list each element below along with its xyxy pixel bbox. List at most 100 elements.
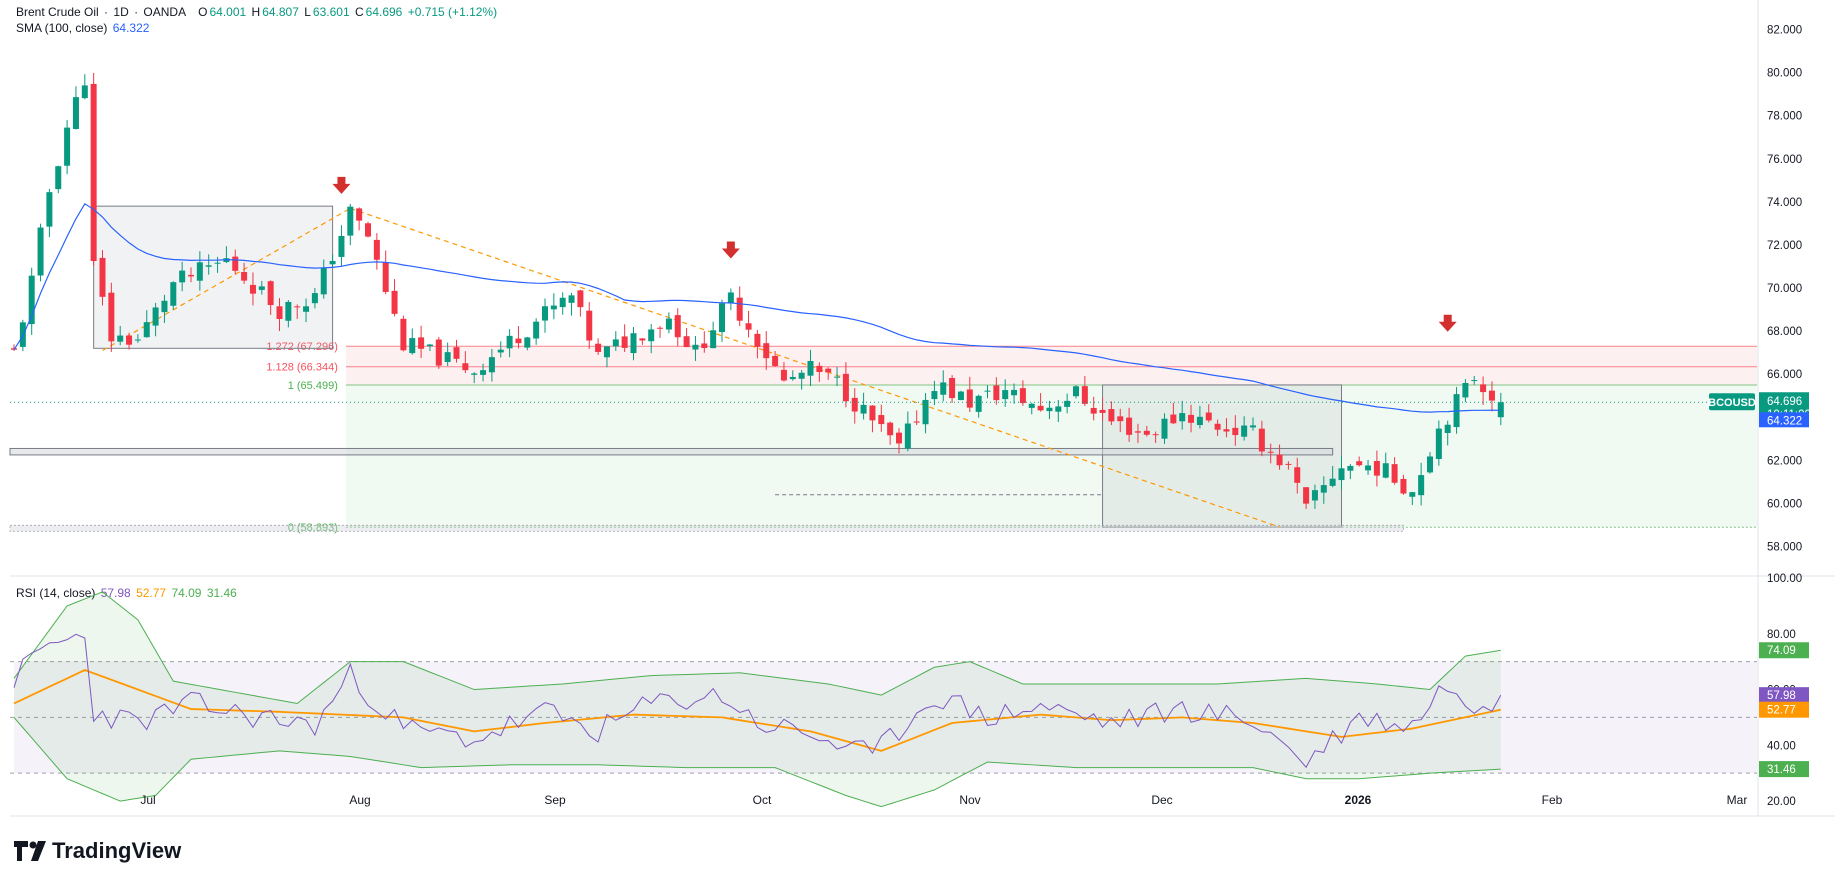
high-value: 64.807 — [262, 5, 299, 19]
candle-body — [595, 343, 602, 352]
candle-body — [1161, 418, 1168, 439]
bb-upper-line — [13, 591, 1501, 705]
rsi-badge-label: 57.98 — [1767, 690, 1796, 702]
close-label: C — [354, 5, 364, 19]
candle-body — [179, 270, 186, 283]
time-axis-label: Oct — [753, 793, 772, 807]
candle-body — [922, 399, 929, 425]
candle-body — [294, 306, 301, 308]
price-axis-label: 82.000 — [1767, 25, 1802, 37]
candle-body — [1046, 407, 1053, 412]
candle-body — [869, 405, 876, 421]
exchange: OANDA — [143, 5, 187, 19]
candle-body — [152, 307, 159, 326]
candle-body — [1435, 428, 1442, 459]
open-value: 64.001 — [209, 5, 247, 19]
candle-body — [550, 305, 557, 310]
candle-body — [1427, 456, 1433, 473]
candle-body — [1471, 380, 1478, 382]
candle-body — [391, 290, 398, 314]
candle-body — [1108, 409, 1115, 422]
candle-body — [559, 297, 566, 308]
candle-body — [763, 343, 770, 359]
candle-body — [621, 336, 628, 348]
candle-body — [1382, 463, 1389, 478]
candle-body — [426, 344, 433, 347]
candle-body — [780, 369, 787, 381]
candle-body — [692, 344, 699, 350]
time-axis-label: Mar — [1727, 793, 1748, 807]
candle-body — [860, 404, 867, 414]
candle-body — [701, 343, 708, 349]
candle-body — [444, 352, 451, 362]
low-label: L — [304, 5, 311, 19]
time-axis-label: Aug — [349, 793, 370, 807]
candle-body — [409, 338, 416, 354]
sma-value: 64.322 — [112, 21, 150, 35]
candle-body — [984, 390, 991, 392]
candle-body — [719, 303, 725, 333]
sma-price-badge — [1759, 412, 1809, 428]
candle-body — [320, 267, 327, 295]
sma-price-label: 64.322 — [1767, 415, 1802, 427]
candle-body — [1258, 428, 1265, 452]
candle-body — [1303, 487, 1310, 504]
bb-lower-line — [13, 717, 1501, 808]
candle-body — [214, 262, 221, 264]
candle-body — [46, 192, 53, 227]
rsi-ma-value: 52.77 — [136, 586, 167, 600]
candle-body — [975, 395, 982, 412]
symbol-name[interactable]: Brent Crude Oil — [16, 5, 99, 19]
open-label: O — [198, 5, 208, 19]
candle-body — [117, 335, 124, 342]
candle-body — [276, 306, 283, 320]
candle-body — [1418, 475, 1425, 496]
candle-body — [258, 286, 265, 290]
candle-body — [807, 360, 814, 376]
candle-body — [993, 385, 1000, 401]
range-box-1 — [93, 205, 334, 349]
candle-body — [1055, 406, 1062, 412]
interval[interactable]: 1D — [113, 5, 129, 19]
candle-body — [480, 370, 487, 375]
candle-body — [488, 357, 495, 373]
candle-body — [1373, 460, 1380, 476]
change-value: +0.715 (+1.12%) — [407, 5, 498, 19]
candle-body — [1143, 430, 1150, 435]
candle-body — [1329, 478, 1336, 486]
candle-body — [904, 423, 911, 449]
price-axis-label: 58.000 — [1767, 541, 1802, 553]
candle-body — [1347, 466, 1354, 471]
candle-body — [1196, 416, 1203, 426]
price-axis-label: 70.000 — [1767, 283, 1802, 295]
candle-body — [329, 260, 336, 265]
price-axis-label: 60.000 — [1767, 498, 1802, 510]
candle-body — [1223, 429, 1230, 432]
tradingview-logo[interactable]: TradingView — [14, 838, 181, 864]
candle-body — [108, 292, 115, 342]
rsi-axis-label: 40.00 — [1767, 740, 1796, 752]
candle-body — [1488, 390, 1495, 401]
last-price-label: 64.696 — [1767, 396, 1802, 408]
candle-body — [639, 338, 646, 341]
candle-body — [267, 281, 274, 306]
price-axis-label: 76.000 — [1767, 154, 1802, 166]
bb-lower-badge — [1759, 761, 1809, 778]
candle-body — [285, 301, 292, 321]
sma-label: SMA (100, close) — [16, 21, 108, 35]
candle-body — [37, 227, 44, 276]
candle-body — [524, 337, 531, 348]
candle-body — [772, 355, 779, 366]
rsi-badge — [1759, 687, 1809, 704]
candle-body — [674, 315, 681, 338]
candle-body — [1152, 434, 1159, 436]
candle-body — [533, 321, 540, 339]
candle-body — [1064, 400, 1071, 407]
candle-body — [1011, 389, 1018, 396]
time-axis-label: Feb — [1542, 793, 1563, 807]
candle-body — [1073, 386, 1079, 397]
candle-body — [887, 422, 894, 436]
candle-body — [612, 339, 619, 347]
sma-legend[interactable]: SMA (100, close) 64.322 — [16, 21, 151, 35]
